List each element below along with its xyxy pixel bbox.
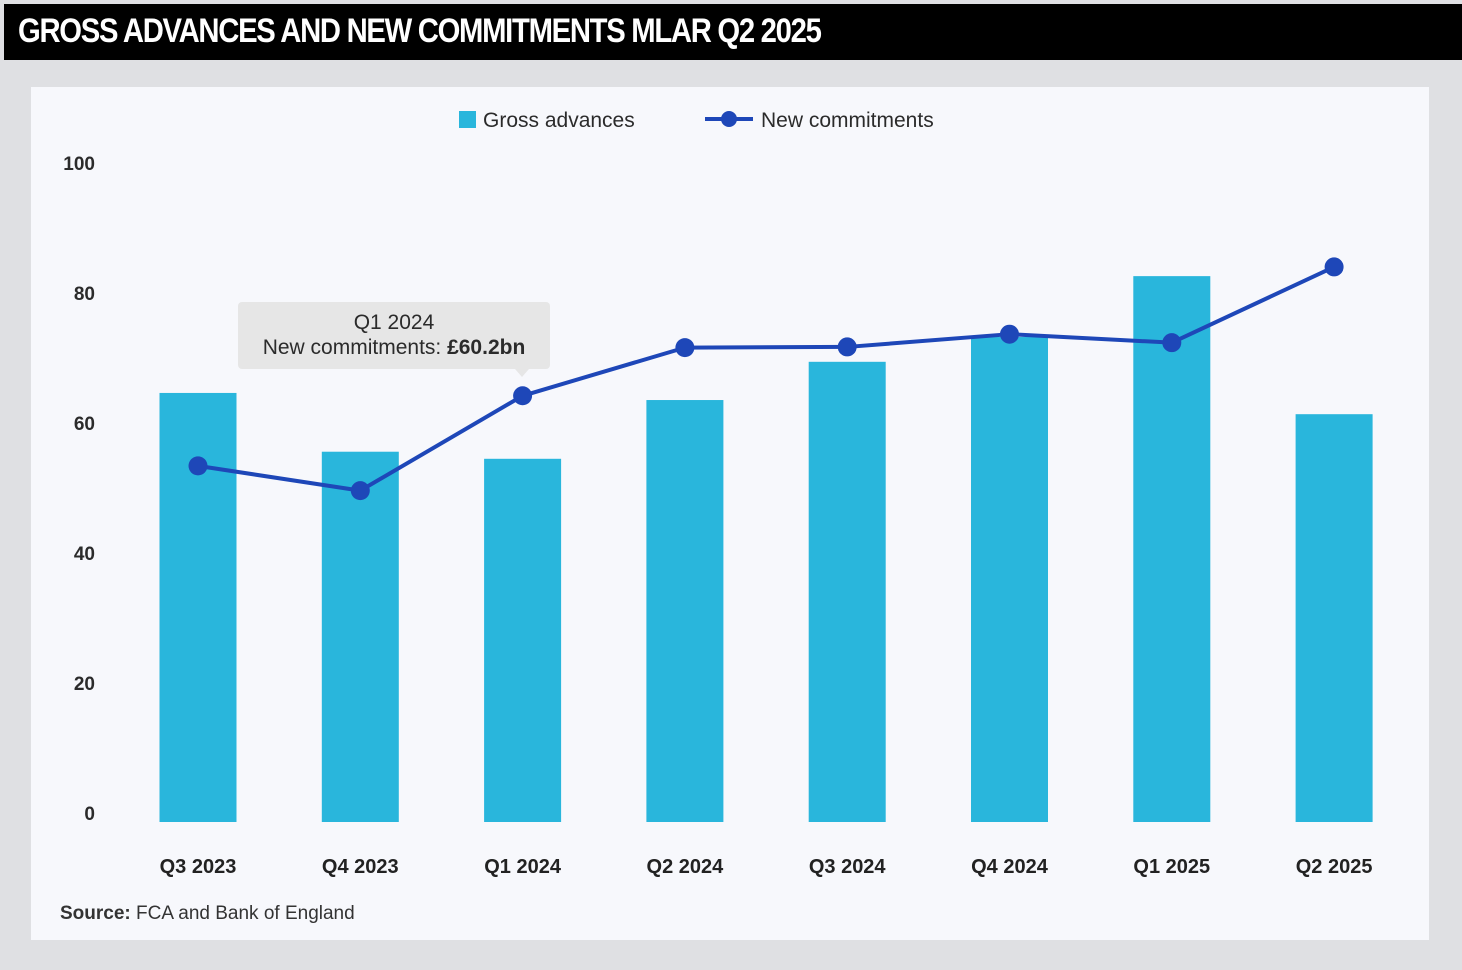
legend: Gross advances New commitments <box>459 109 934 132</box>
line-point-q1-2025[interactable] <box>1162 333 1182 353</box>
legend-swatch-gross-advances <box>459 111 476 128</box>
x-tick-label: Q1 2025 <box>1133 856 1210 878</box>
y-tick-label: 100 <box>63 154 95 175</box>
x-axis: Q3 2023 Q4 2023 Q1 2024 Q2 2024 Q3 2024 Q4 20… <box>160 856 1373 878</box>
line-new-commitments <box>188 257 1344 501</box>
legend-label-new-commitments: New commitments <box>761 109 934 132</box>
line-point-q2-2024[interactable] <box>675 338 695 358</box>
tooltip: Q1 2024 New commitments: £60.2bn <box>238 302 550 369</box>
x-tick-label: Q1 2024 <box>484 856 562 878</box>
tooltip-value: £60.2bn <box>447 336 526 359</box>
line-point-q2-2025[interactable] <box>1324 257 1344 277</box>
bar-q3-2024[interactable] <box>808 361 886 822</box>
source-label: Source: <box>60 903 131 924</box>
bar-q2-2024[interactable] <box>646 400 724 822</box>
title-bar: GROSS ADVANCES AND NEW COMMITMENTS MLAR … <box>4 4 1462 60</box>
y-tick-label: 80 <box>74 284 95 305</box>
bar-q1-2025[interactable] <box>1133 276 1211 823</box>
bar-q4-2024[interactable] <box>971 337 1048 822</box>
source-text: FCA and Bank of England <box>130 903 355 924</box>
legend-marker-new-commitments <box>721 111 737 127</box>
y-axis: 0 20 40 60 80 100 <box>63 154 95 825</box>
x-tick-label: Q3 2023 <box>160 856 237 878</box>
x-tick-label: Q3 2024 <box>809 856 887 878</box>
y-tick-label: 40 <box>74 544 95 565</box>
tooltip-body: New commitments: £60.2bn <box>238 335 550 360</box>
legend-label-gross-advances: Gross advances <box>483 109 635 132</box>
line-point-q3-2023[interactable] <box>188 456 208 476</box>
bar-q2-2025[interactable] <box>1295 414 1373 822</box>
x-tick-label: Q2 2025 <box>1296 856 1373 878</box>
x-tick-label: Q2 2024 <box>647 856 725 878</box>
bar-q4-2023[interactable] <box>321 451 399 822</box>
chart-title: GROSS ADVANCES AND NEW COMMITMENTS MLAR … <box>18 12 822 50</box>
tooltip-arrow <box>515 369 529 377</box>
x-tick-label: Q4 2024 <box>971 856 1049 878</box>
y-tick-label: 20 <box>74 674 95 695</box>
y-tick-label: 60 <box>74 414 95 435</box>
line-point-q4-2023[interactable] <box>350 481 370 501</box>
line-point-q1-2024[interactable] <box>513 386 533 406</box>
line-point-q3-2024[interactable] <box>837 337 857 357</box>
line-point-q4-2024[interactable] <box>1000 324 1019 344</box>
line-path <box>197 265 1335 493</box>
tooltip-title: Q1 2024 <box>353 311 435 334</box>
source-note: Source: FCA and Bank of England <box>60 903 355 925</box>
bar-q1-2024[interactable] <box>484 458 562 822</box>
tooltip-label: New commitments: <box>262 336 448 359</box>
y-tick-label: 0 <box>84 804 95 825</box>
x-tick-label: Q4 2023 <box>322 856 399 878</box>
